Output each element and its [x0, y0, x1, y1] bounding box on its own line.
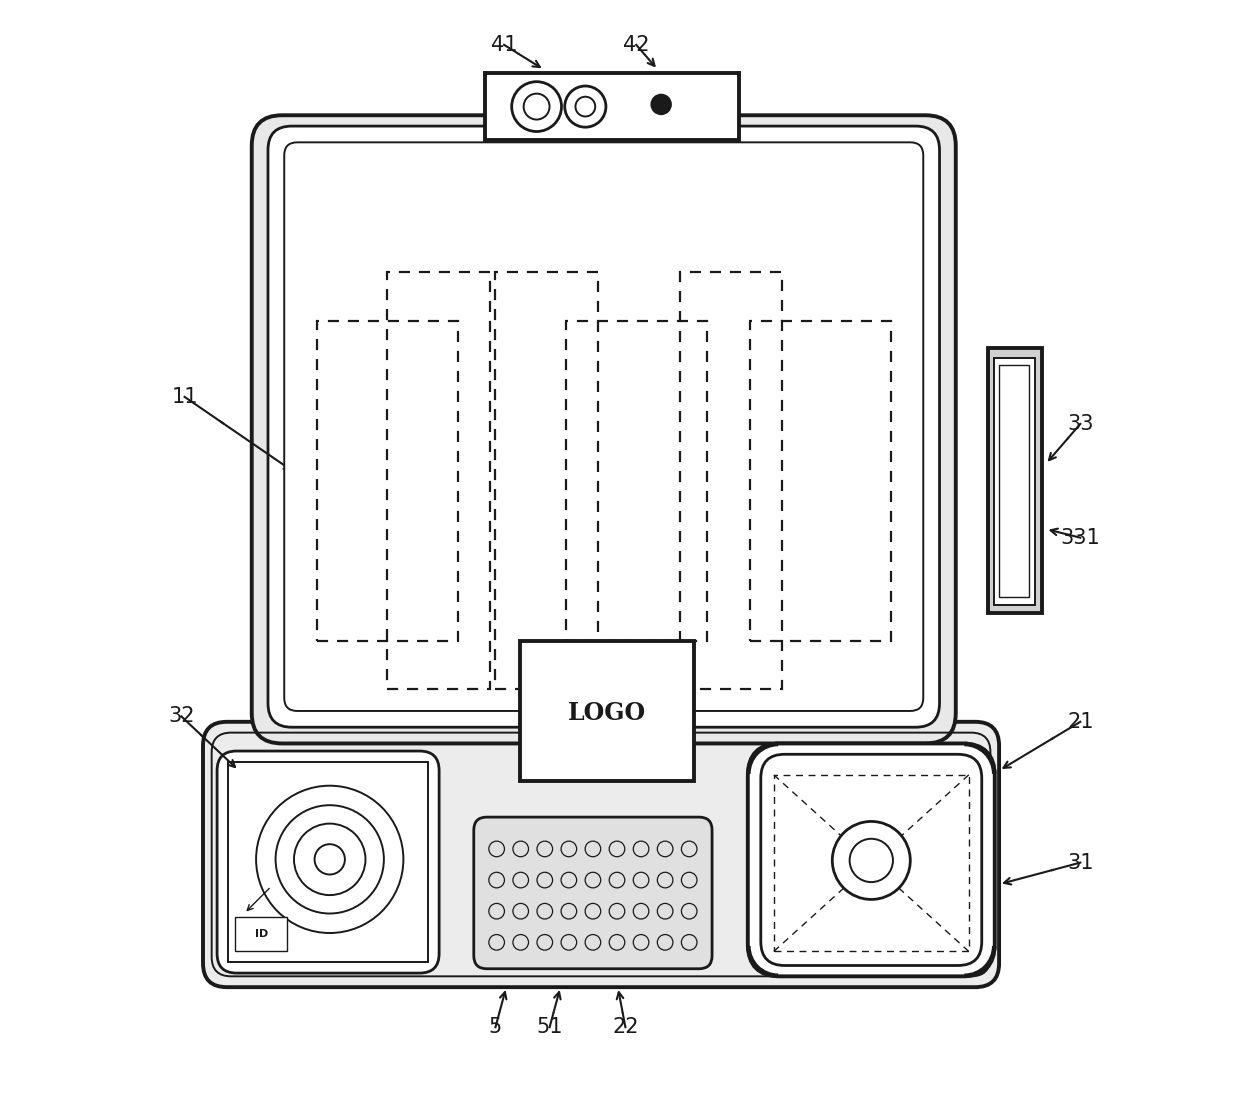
Text: LOGO: LOGO [568, 701, 646, 725]
Bar [680, 272, 782, 689]
Circle shape [651, 94, 671, 114]
FancyBboxPatch shape [284, 143, 924, 711]
Bar [988, 348, 1043, 613]
Bar [521, 641, 693, 781]
Text: 21: 21 [1068, 712, 1094, 732]
Bar [496, 272, 599, 689]
Bar [774, 774, 968, 951]
Bar [750, 321, 890, 641]
FancyBboxPatch shape [252, 115, 956, 744]
Text: 331: 331 [1060, 528, 1100, 547]
Text: ID: ID [255, 929, 268, 939]
Bar [316, 321, 458, 641]
Text: 51: 51 [537, 1017, 563, 1038]
Bar [485, 73, 739, 140]
FancyBboxPatch shape [474, 817, 712, 969]
Bar [993, 358, 1035, 604]
Text: 22: 22 [613, 1017, 639, 1038]
Text: 5: 5 [489, 1017, 502, 1038]
FancyBboxPatch shape [268, 126, 940, 727]
Bar [387, 272, 490, 689]
Text: 11: 11 [171, 387, 198, 407]
Text: 33: 33 [1068, 414, 1094, 434]
FancyBboxPatch shape [217, 751, 439, 973]
Circle shape [832, 822, 910, 900]
FancyBboxPatch shape [748, 744, 994, 976]
Bar [228, 762, 428, 962]
Text: 31: 31 [1068, 852, 1094, 872]
Bar [999, 365, 1029, 597]
FancyBboxPatch shape [203, 722, 999, 987]
Bar [565, 321, 707, 641]
Text: 32: 32 [169, 706, 195, 726]
Text: 42: 42 [622, 35, 650, 55]
Circle shape [564, 86, 606, 127]
Bar [236, 917, 288, 951]
Circle shape [512, 81, 562, 132]
Text: 41: 41 [491, 35, 517, 55]
